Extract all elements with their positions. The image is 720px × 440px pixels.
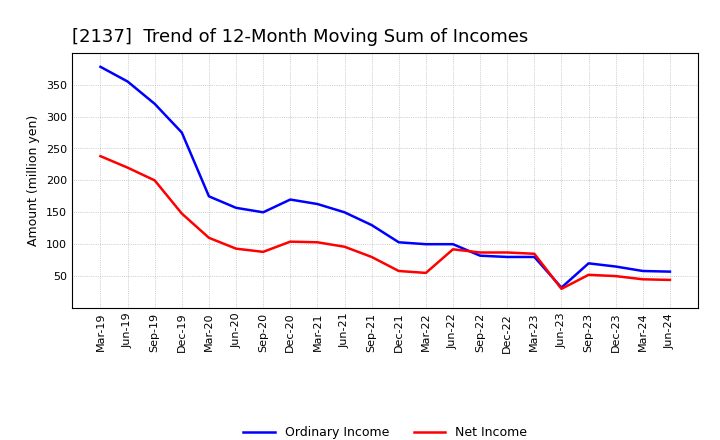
Ordinary Income xyxy=(204,194,213,199)
Ordinary Income xyxy=(178,130,186,135)
Ordinary Income xyxy=(476,253,485,258)
Ordinary Income xyxy=(503,254,511,260)
Net Income xyxy=(449,247,457,252)
Ordinary Income xyxy=(530,254,539,260)
Net Income xyxy=(557,286,566,291)
Net Income xyxy=(367,254,376,260)
Ordinary Income xyxy=(150,101,159,106)
Net Income xyxy=(584,272,593,278)
Net Income xyxy=(395,268,403,274)
Ordinary Income xyxy=(584,260,593,266)
Net Income xyxy=(232,246,240,251)
Net Income xyxy=(96,154,105,159)
Net Income xyxy=(503,250,511,255)
Y-axis label: Amount (million yen): Amount (million yen) xyxy=(27,115,40,246)
Ordinary Income xyxy=(123,79,132,84)
Ordinary Income xyxy=(232,205,240,210)
Net Income xyxy=(476,250,485,255)
Ordinary Income xyxy=(557,285,566,290)
Ordinary Income xyxy=(665,269,674,274)
Net Income xyxy=(313,240,322,245)
Net Income xyxy=(665,277,674,282)
Line: Net Income: Net Income xyxy=(101,156,670,289)
Ordinary Income xyxy=(611,264,620,269)
Ordinary Income xyxy=(367,223,376,228)
Net Income xyxy=(530,251,539,257)
Net Income xyxy=(123,165,132,170)
Net Income xyxy=(150,178,159,183)
Ordinary Income xyxy=(96,64,105,70)
Ordinary Income xyxy=(449,242,457,247)
Ordinary Income xyxy=(421,242,430,247)
Text: [2137]  Trend of 12-Month Moving Sum of Incomes: [2137] Trend of 12-Month Moving Sum of I… xyxy=(72,28,528,46)
Ordinary Income xyxy=(639,268,647,274)
Net Income xyxy=(178,211,186,216)
Net Income xyxy=(204,235,213,240)
Net Income xyxy=(259,249,268,254)
Ordinary Income xyxy=(341,210,349,215)
Net Income xyxy=(421,270,430,275)
Ordinary Income xyxy=(286,197,294,202)
Ordinary Income xyxy=(395,240,403,245)
Net Income xyxy=(341,244,349,249)
Ordinary Income xyxy=(259,210,268,215)
Legend: Ordinary Income, Net Income: Ordinary Income, Net Income xyxy=(238,422,532,440)
Net Income xyxy=(639,277,647,282)
Net Income xyxy=(611,273,620,279)
Net Income xyxy=(286,239,294,244)
Line: Ordinary Income: Ordinary Income xyxy=(101,67,670,288)
Ordinary Income xyxy=(313,202,322,207)
